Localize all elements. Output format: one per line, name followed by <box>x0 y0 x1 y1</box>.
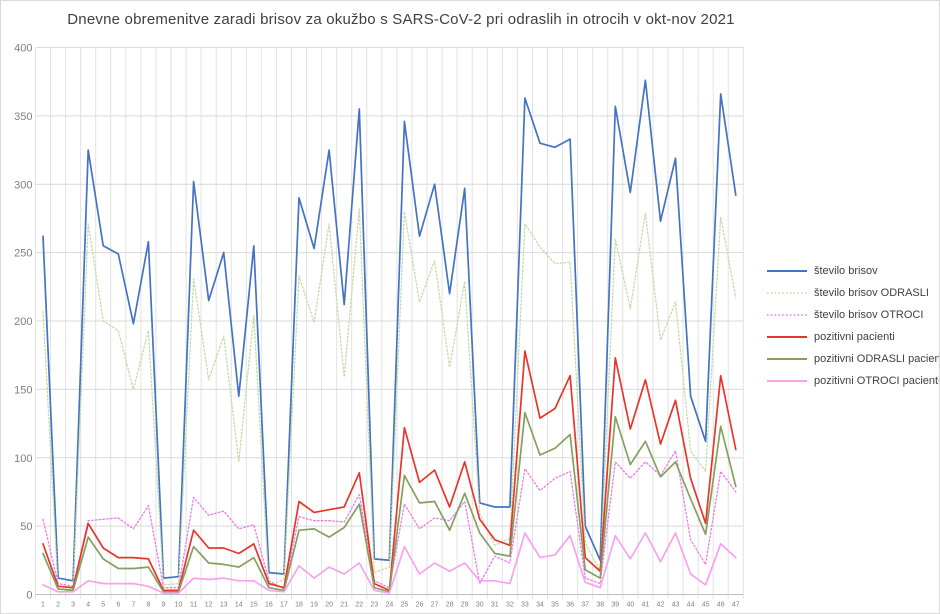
legend-item: pozitivni ODRASLI pacienti <box>767 348 940 370</box>
x-tick-label: 32 <box>506 602 514 609</box>
legend-label: pozitivni OTROCI pacienti <box>814 375 940 387</box>
legend-label: število brisov <box>814 265 878 277</box>
y-tick-label: 350 <box>14 111 32 123</box>
x-tick-label: 36 <box>566 602 574 609</box>
x-tick-label: 44 <box>687 602 695 609</box>
x-tick-label: 23 <box>370 602 378 609</box>
x-tick-label: 2 <box>56 602 60 609</box>
x-tick-label: 13 <box>220 602 228 609</box>
x-tick-label: 11 <box>190 602 197 609</box>
x-tick-label: 7 <box>131 602 135 609</box>
x-tick-label: 45 <box>702 602 710 609</box>
legend-swatch-icon <box>767 358 807 360</box>
y-tick-label: 200 <box>14 316 32 328</box>
x-tick-label: 3 <box>71 602 75 609</box>
legend-label: pozitivni pacienti <box>814 331 895 343</box>
series-line-število-brisov <box>42 79 737 582</box>
x-tick-label: 12 <box>205 602 213 609</box>
x-tick-label: 30 <box>476 602 484 609</box>
x-tick-label: 35 <box>551 602 559 609</box>
x-tick-label: 42 <box>657 602 665 609</box>
x-tick-label: 31 <box>491 602 499 609</box>
legend-swatch-icon <box>767 336 807 338</box>
x-tick-label: 27 <box>431 602 439 609</box>
x-tick-label: 40 <box>626 602 634 609</box>
x-tick-label: 38 <box>596 602 604 609</box>
legend-label: število brisov ODRASLI <box>814 287 929 299</box>
x-tick-label: 1 <box>41 602 45 609</box>
x-tick-label: 5 <box>101 602 105 609</box>
x-tick-label: 6 <box>116 602 120 609</box>
x-tick-label: 28 <box>446 602 454 609</box>
x-tick-label: 43 <box>672 602 680 609</box>
legend-item: število brisov ODRASLI <box>767 282 939 304</box>
x-tick-label: 17 <box>280 602 288 609</box>
x-tick-label: 25 <box>401 602 409 609</box>
x-tick-label: 9 <box>162 602 166 609</box>
x-tick-label: 24 <box>385 602 393 609</box>
x-tick-label: 16 <box>265 602 273 609</box>
chart-title: Dnevne obremenitve zaradi brisov za okuž… <box>67 11 735 28</box>
series-line-število-brisov-odrasli <box>42 208 737 590</box>
x-tick-label: 47 <box>732 602 740 609</box>
x-tick-label: 15 <box>250 602 258 609</box>
legend-label: pozitivni ODRASLI pacienti <box>814 353 940 365</box>
y-tick-label: 250 <box>14 248 32 260</box>
x-tick-label: 19 <box>310 602 318 609</box>
x-tick-label: 39 <box>611 602 619 609</box>
x-tick-label: 37 <box>581 602 589 609</box>
series-line-število-brisov-otroci <box>42 450 737 590</box>
legend-label: število brisov OTROCI <box>814 309 924 321</box>
x-tick-label: 26 <box>416 602 424 609</box>
legend-item: število brisov <box>767 260 939 282</box>
legend-swatch-icon <box>767 270 807 272</box>
x-tick-label: 22 <box>355 602 363 609</box>
y-tick-label: 300 <box>14 179 32 191</box>
y-tick-label: 100 <box>14 453 32 465</box>
x-tick-label: 14 <box>235 602 243 609</box>
y-tick-label: 50 <box>20 521 32 533</box>
series-line-pozitivni-odrasli-pacienti <box>42 411 737 593</box>
x-tick-label: 8 <box>146 602 150 609</box>
legend-item: število brisov OTROCI <box>767 304 939 326</box>
legend: število brisov število brisov ODRASLI štev… <box>767 260 940 392</box>
series-line-pozitivni-otroci-pacienti <box>42 532 737 594</box>
y-tick-label: 150 <box>14 384 32 396</box>
x-tick-label: 41 <box>642 602 650 609</box>
y-tick-label: 400 <box>14 43 32 55</box>
x-tick-label: 4 <box>86 602 90 609</box>
x-tick-label: 10 <box>175 602 183 609</box>
y-tick-label: 0 <box>26 590 32 602</box>
x-tick-label: 18 <box>295 602 303 609</box>
legend-item: pozitivni OTROCI pacienti <box>767 370 940 392</box>
legend-item: pozitivni pacienti <box>767 326 939 348</box>
x-tick-label: 20 <box>325 602 333 609</box>
legend-swatch-icon <box>767 292 807 294</box>
x-tick-label: 46 <box>717 602 725 609</box>
x-tick-label: 34 <box>536 602 544 609</box>
x-tick-label: 21 <box>340 602 348 609</box>
legend-swatch-icon <box>767 314 807 316</box>
x-tick-label: 29 <box>461 602 469 609</box>
legend-swatch-icon <box>767 380 807 382</box>
x-tick-label: 33 <box>521 602 529 609</box>
